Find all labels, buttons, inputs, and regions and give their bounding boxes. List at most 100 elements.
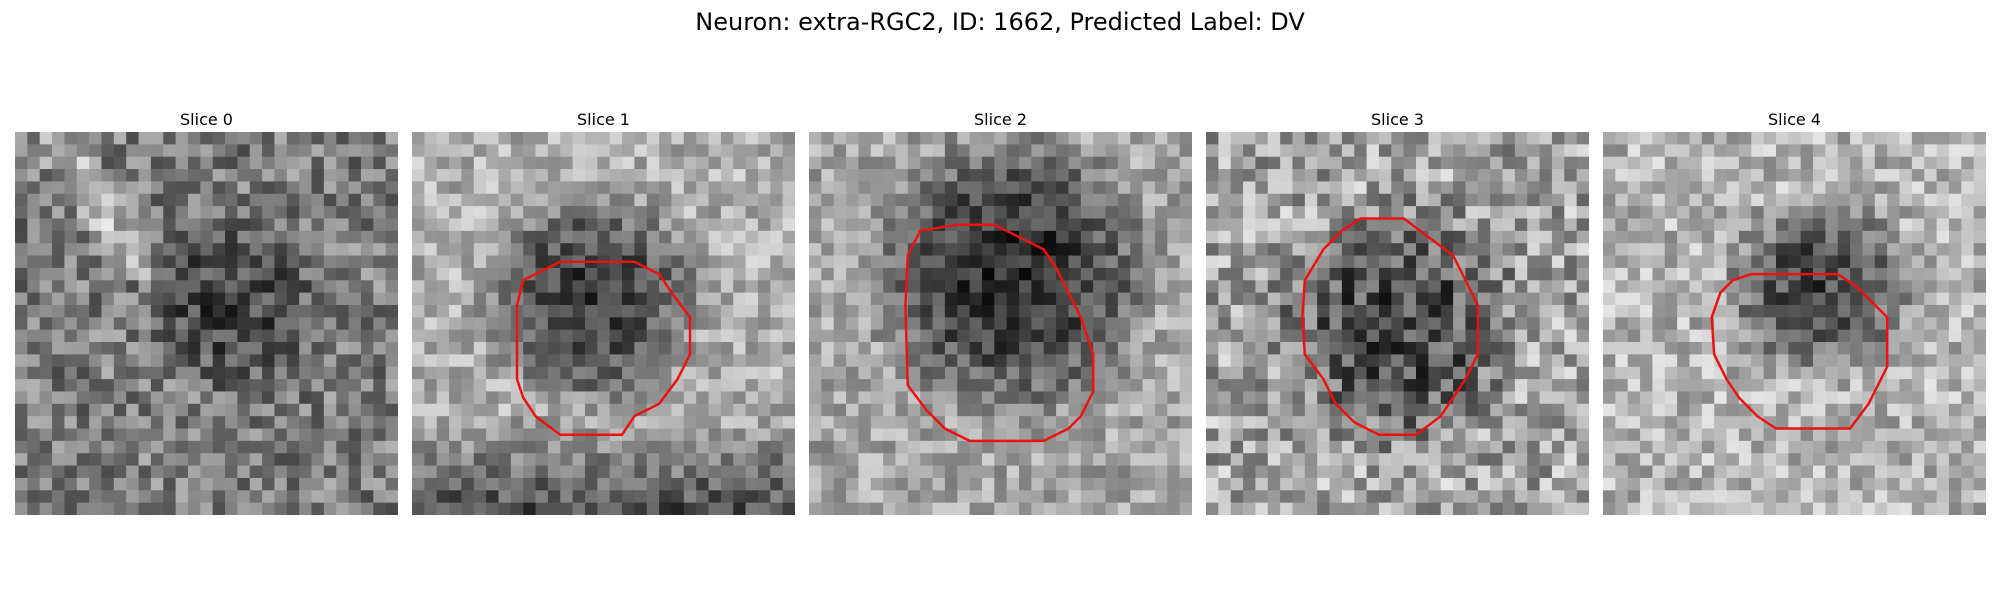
image-pixel xyxy=(733,255,747,269)
image-pixel xyxy=(1899,206,1913,220)
image-pixel xyxy=(757,354,771,368)
image-pixel xyxy=(1874,477,1888,491)
image-pixel xyxy=(27,218,41,232)
image-pixel xyxy=(1652,218,1666,232)
image-pixel xyxy=(1677,255,1691,269)
image-pixel xyxy=(597,354,611,368)
image-pixel xyxy=(1664,391,1678,405)
image-pixel xyxy=(1564,193,1578,207)
image-pixel xyxy=(981,354,995,368)
image-pixel xyxy=(1539,440,1553,454)
image-pixel xyxy=(907,477,921,491)
image-pixel xyxy=(1899,502,1913,515)
image-pixel xyxy=(1874,416,1888,430)
image-pixel xyxy=(200,181,214,195)
image-pixel xyxy=(89,403,103,417)
image-pixel xyxy=(1527,440,1541,454)
image-pixel xyxy=(1416,465,1429,479)
image-pixel xyxy=(994,243,1008,257)
image-pixel xyxy=(424,169,438,183)
image-pixel xyxy=(510,490,524,504)
image-pixel xyxy=(1019,477,1032,491)
image-pixel xyxy=(1539,379,1553,393)
image-pixel xyxy=(212,477,226,491)
image-pixel xyxy=(424,342,438,355)
image-pixel xyxy=(895,132,909,145)
image-pixel xyxy=(1292,156,1306,170)
image-pixel xyxy=(535,428,549,442)
image-pixel xyxy=(1527,379,1541,393)
image-pixel xyxy=(870,132,884,145)
image-pixel xyxy=(39,292,53,306)
image-pixel xyxy=(883,156,897,170)
image-pixel xyxy=(64,304,78,318)
image-pixel xyxy=(1924,181,1938,195)
slice-panel-3: Slice 3 xyxy=(1206,108,1589,515)
image-pixel xyxy=(634,354,648,368)
image-pixel xyxy=(1490,329,1504,343)
image-pixel xyxy=(1527,255,1541,269)
image-pixel xyxy=(1775,193,1789,207)
image-pixel xyxy=(1514,317,1528,331)
image-pixel xyxy=(1329,465,1343,479)
image-pixel xyxy=(1564,304,1578,318)
image-pixel xyxy=(1056,465,1070,479)
image-pixel xyxy=(1887,354,1901,368)
image-pixel xyxy=(821,391,835,405)
image-pixel xyxy=(720,366,734,380)
image-pixel xyxy=(1031,193,1045,207)
image-pixel xyxy=(597,156,611,170)
image-pixel xyxy=(1056,267,1070,281)
image-pixel xyxy=(609,391,623,405)
image-pixel xyxy=(1093,193,1107,207)
image-pixel xyxy=(883,206,897,220)
image-pixel xyxy=(597,218,611,232)
image-pixel xyxy=(1948,156,1962,170)
image-pixel xyxy=(1564,354,1578,368)
image-pixel xyxy=(1056,502,1070,515)
image-pixel xyxy=(249,453,263,467)
image-pixel xyxy=(449,440,463,454)
image-pixel xyxy=(336,230,350,244)
image-pixel xyxy=(1551,465,1565,479)
image-pixel xyxy=(1813,144,1826,158)
image-pixel xyxy=(646,453,660,467)
image-pixel xyxy=(1751,218,1765,232)
image-pixel xyxy=(1179,206,1192,220)
image-pixel xyxy=(696,403,710,417)
image-pixel xyxy=(1689,181,1703,195)
image-pixel xyxy=(1973,132,1986,145)
image-pixel xyxy=(646,255,660,269)
image-pixel xyxy=(1006,206,1020,220)
image-pixel xyxy=(895,428,909,442)
image-pixel xyxy=(1874,342,1888,355)
image-pixel xyxy=(461,292,475,306)
image-pixel xyxy=(498,181,512,195)
image-pixel xyxy=(126,280,140,294)
image-pixel xyxy=(1465,490,1479,504)
image-pixel xyxy=(1948,280,1962,294)
image-pixel xyxy=(1677,280,1691,294)
image-pixel xyxy=(237,193,251,207)
image-pixel xyxy=(348,181,362,195)
image-pixel xyxy=(286,218,300,232)
image-pixel xyxy=(1689,230,1703,244)
image-pixel xyxy=(299,502,313,515)
image-pixel xyxy=(1961,490,1975,504)
image-pixel xyxy=(981,366,995,380)
image-pixel xyxy=(1031,453,1045,467)
image-pixel xyxy=(323,193,337,207)
image-pixel xyxy=(1714,490,1728,504)
image-pixel xyxy=(833,490,847,504)
image-pixel xyxy=(1751,440,1765,454)
image-pixel xyxy=(249,206,263,220)
image-pixel xyxy=(757,193,771,207)
image-pixel xyxy=(1117,304,1131,318)
image-pixel xyxy=(89,502,103,515)
image-pixel xyxy=(1031,354,1045,368)
image-pixel xyxy=(1006,490,1020,504)
image-pixel xyxy=(535,354,549,368)
image-pixel xyxy=(64,329,78,343)
image-pixel xyxy=(1130,477,1144,491)
image-pixel xyxy=(1936,502,1950,515)
